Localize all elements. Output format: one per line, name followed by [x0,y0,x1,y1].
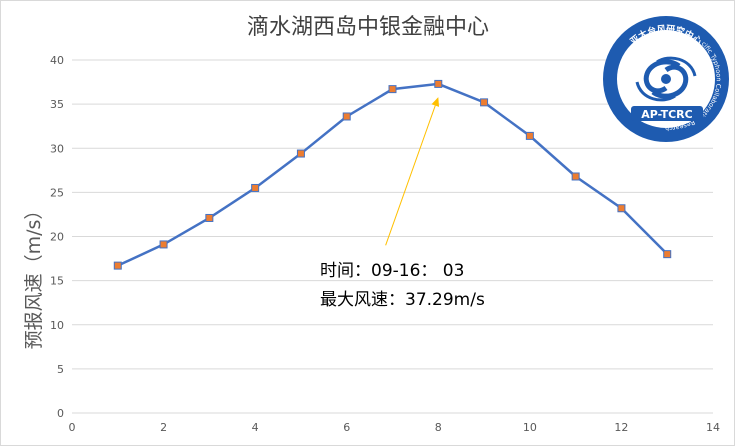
data-point-4 [251,183,260,192]
data-point-9 [480,98,489,107]
data-point-2 [159,240,168,249]
x-tick-8: 8 [435,421,442,434]
y-tick-labels: 0 5 10 15 20 25 30 35 40 [50,54,64,420]
y-tick-0: 0 [57,407,64,420]
series-layer [113,79,672,270]
data-point-7 [388,85,397,94]
data-point-6 [342,112,351,121]
x-tick-10: 10 [523,421,537,434]
typhoon-swirl-icon [635,56,697,102]
series-line-0 [117,82,669,267]
logo-ring [603,16,729,142]
logo-band [631,106,703,121]
y-tick-40: 40 [50,54,64,67]
data-point-13 [663,250,672,259]
y-tick-5: 5 [57,363,64,376]
annotation-time: 时间：09-16： 03 [320,261,464,281]
ap-tcrc-logo: 亚太台风研究中心 Asia-Pacific Typhoon Collaborat… [597,10,729,142]
data-point-8 [434,79,443,88]
annotation-max-speed: 最大风速：37.29m/s [320,290,485,310]
data-point-3 [205,213,214,222]
y-tick-20: 20 [50,231,64,244]
grid-lines [72,59,713,414]
max-annotation: 时间：09-16： 03 最大风速：37.29m/s [320,97,485,310]
x-tick-6: 6 [343,421,350,434]
x-tick-4: 4 [252,421,259,434]
data-point-10 [525,131,534,140]
y-tick-10: 10 [50,319,64,332]
x-tick-0: 0 [69,421,76,434]
y-tick-25: 25 [50,186,64,199]
chart-title: 滴水湖西岛中银金融中心 [247,15,489,40]
x-tick-labels: 0 2 4 6 8 10 12 14 [69,421,721,434]
y-tick-35: 35 [50,98,64,111]
logo-org: AP-TCRC [641,108,692,121]
data-point-5 [296,149,305,158]
y-tick-15: 15 [50,275,64,288]
data-point-12 [617,204,626,213]
annotation-arrow [385,105,436,246]
x-tick-12: 12 [614,421,628,434]
data-point-11 [571,172,580,181]
y-axis-label: 预报风速（m/s） [23,201,45,350]
data-point-1 [113,261,122,270]
x-tick-14: 14 [706,421,720,434]
x-tick-2: 2 [160,421,167,434]
annotation-arrowhead [431,97,440,107]
y-tick-30: 30 [50,142,64,155]
